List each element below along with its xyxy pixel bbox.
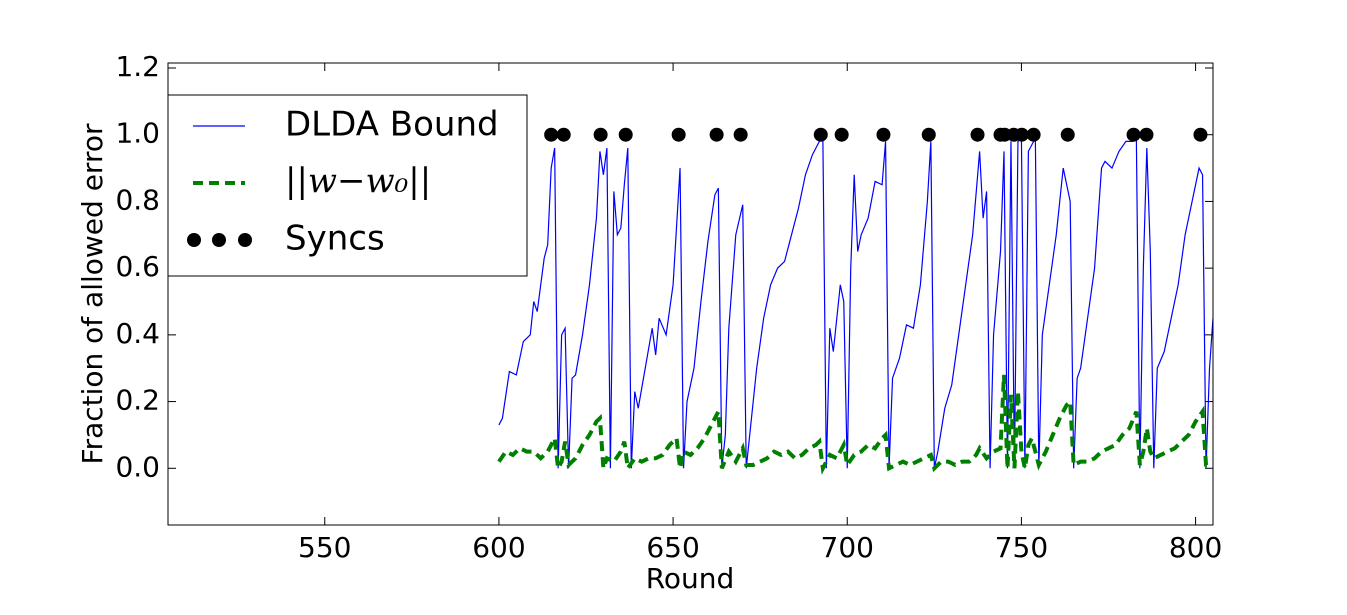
legend-label: Syncs (285, 219, 385, 259)
x-tick-label: 800 (1169, 531, 1222, 564)
sync-marker (618, 127, 633, 142)
sync-marker (671, 127, 686, 142)
sync-marker (733, 127, 748, 142)
sync-marker (556, 127, 571, 142)
sync-marker (834, 127, 849, 142)
legend-marker (212, 233, 226, 247)
legend-label: ||w−w₀|| (285, 161, 431, 201)
x-tick-label: 650 (646, 531, 699, 564)
line-series (497, 374, 1213, 475)
legend-label: DLDA Bound (285, 105, 499, 145)
x-tick-label: 700 (821, 531, 874, 564)
sync-marker (1193, 127, 1208, 142)
sync-marker (813, 127, 828, 142)
y-tick-label: 1.0 (115, 117, 160, 150)
plot-content (497, 127, 1213, 475)
sync-marker (921, 127, 936, 142)
legend-box (167, 94, 528, 277)
legend-marker (238, 233, 252, 247)
legend-marker (187, 233, 201, 247)
sync-marker (1139, 127, 1154, 142)
line-series (498, 136, 1213, 469)
sync-marker (593, 127, 608, 142)
sync-marker (544, 127, 559, 142)
plot-frame (167, 62, 1214, 526)
sync-marker (1126, 127, 1141, 142)
sync-marker (876, 127, 891, 142)
x-tick-label: 750 (995, 531, 1048, 564)
y-tick-label: 0.0 (115, 450, 160, 483)
sync-marker (1014, 127, 1029, 142)
y-tick-label: 0.2 (115, 384, 160, 417)
sync-marker (970, 127, 985, 142)
y-tick-label: 1.2 (115, 50, 160, 83)
sync-marker (1026, 127, 1041, 142)
x-axis-label: Round (646, 562, 735, 595)
y-tick-label: 0.6 (115, 250, 160, 283)
x-tick-label: 600 (472, 531, 525, 564)
y-axis-label: Fraction of allowed error (76, 123, 109, 464)
y-tick-label: 0.4 (115, 317, 160, 350)
sync-marker (709, 127, 724, 142)
y-tick-label: 0.8 (115, 183, 160, 216)
sync-marker (1060, 127, 1075, 142)
x-tick-label: 550 (298, 531, 351, 564)
